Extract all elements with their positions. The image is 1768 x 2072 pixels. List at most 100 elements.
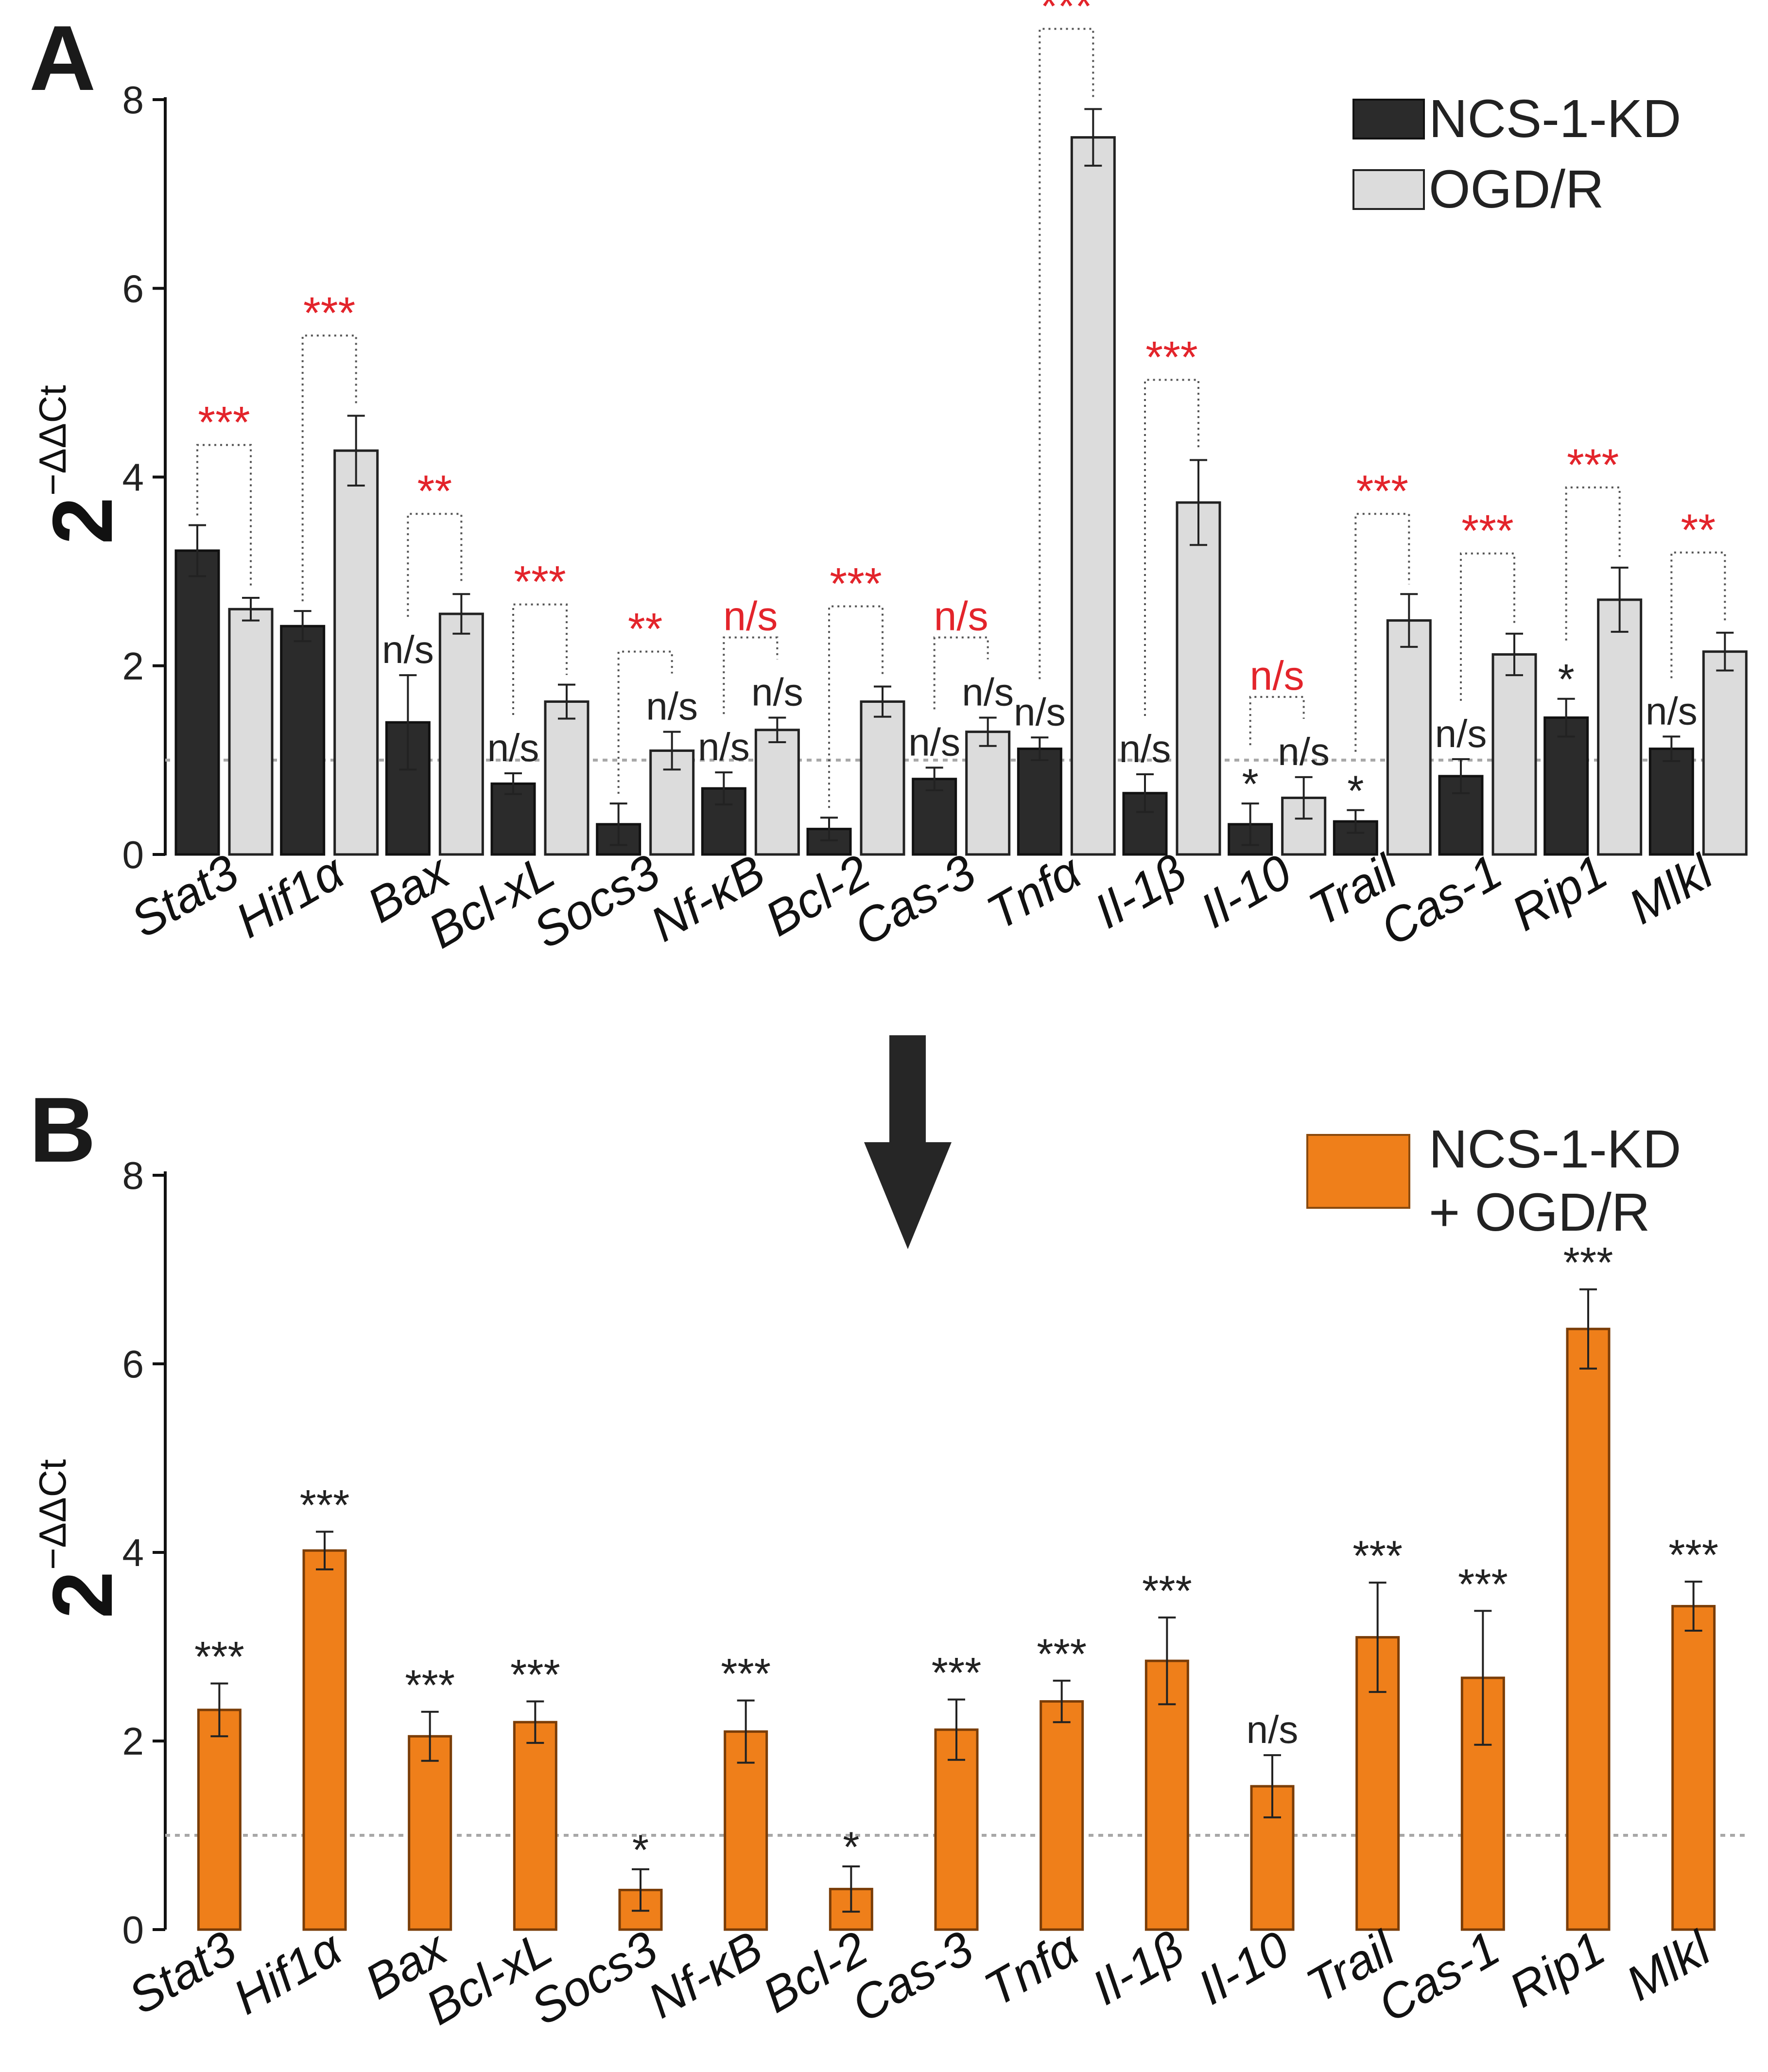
- panel-b-category-label-il-10: Il-10: [1189, 1921, 1298, 2015]
- comparison-bracket-cas-3: [933, 636, 989, 710]
- panel-a-bars: ******n/s**n/s***n/s**n/sn/sn/s***n/sn/s…: [174, 0, 1748, 856]
- ncs1-kd-significance-bcl-xl: n/s: [487, 726, 539, 769]
- ncs1-kd-bar-rip1: [1543, 716, 1589, 856]
- panel-b-category-label-il-1: Il-1β: [1083, 1921, 1193, 2016]
- comparison-bracket-trail: [1354, 513, 1410, 752]
- panel-a-y-tick-label: 6: [122, 267, 144, 310]
- panel-a-label: A: [29, 7, 96, 110]
- ncs1-kd-ogdr-significance-socs3: *: [632, 1826, 649, 1874]
- ncs1-kd-ogdr-significance-tnf: ***: [1037, 1630, 1087, 1678]
- ncs1-kd-significance-bax: n/s: [382, 628, 434, 671]
- ncs1-kd-ogdr-bar-bcl-xl: [513, 1721, 557, 1931]
- comparison-significance-bcl-2: ***: [830, 559, 882, 609]
- ogdr-bar-bcl-xl: [544, 700, 589, 856]
- ncs1-kd-ogdr-bar-rip1: [1566, 1327, 1611, 1931]
- legend-label-ncs1-kd-line1: NCS-1-KD: [1429, 1119, 1681, 1179]
- comparison-significance-tnf: ***: [1040, 0, 1092, 31]
- panel-b-label: B: [29, 1079, 96, 1182]
- panel-b-y-tick-label: 0: [122, 1908, 144, 1951]
- ncs1-kd-ogdr-significance-bcl-xl: ***: [510, 1651, 560, 1699]
- down-arrow-icon: [864, 1035, 952, 1249]
- ncs1-kd-ogdr-significance-nf-b: ***: [721, 1650, 771, 1698]
- panel-b-category-label-tnf: Tnfα: [975, 1920, 1089, 2017]
- ncs1-kd-ogdr-bar-il-1: [1144, 1659, 1189, 1931]
- ncs1-kd-ogdr-significance-bax: ***: [405, 1661, 455, 1709]
- ncs1-kd-ogdr-bar-bax: [408, 1735, 452, 1931]
- panel-a-category-label-cas-3: Cas-3: [845, 844, 985, 956]
- ncs1-kd-significance-cas-3: n/s: [908, 720, 960, 764]
- comparison-bracket-bcl-xl: [512, 603, 568, 715]
- panel-b-category-label-cas-1: Cas-1: [1369, 1921, 1508, 2033]
- panel-b-category-label-hif1: Hif1α: [225, 1920, 352, 2025]
- comparison-significance-mlkl: **: [1681, 505, 1716, 555]
- ncs1-kd-ogdr-significance-stat3: ***: [194, 1633, 244, 1681]
- ogdr-bar-stat3: [228, 608, 274, 856]
- panel-a-y-tick-label: 8: [122, 78, 144, 122]
- comparison-significance-bax: **: [417, 467, 452, 516]
- ncs1-kd-ogdr-bar-nf-b: [724, 1730, 768, 1931]
- comparison-significance-il-10: n/s: [1250, 653, 1304, 698]
- ogdr-bar-mlkl: [1702, 650, 1748, 856]
- comparison-bracket-bax: [407, 513, 463, 617]
- ogdr-bar-rip1: [1597, 598, 1643, 856]
- ogdr-bar-nf-b: [754, 729, 800, 856]
- ncs1-kd-significance-rip1: *: [1558, 655, 1575, 703]
- comparison-significance-cas-1: ***: [1461, 506, 1513, 556]
- ncs1-kd-ogdr-significance-rip1: ***: [1563, 1238, 1613, 1287]
- panel-b-y-label: 2 −ΔΔCt: [31, 1459, 130, 1619]
- panel-a-category-label-tnf: Tnfα: [978, 844, 1091, 940]
- panel-a-legend: NCS-1-KD OGD/R: [1352, 89, 1681, 219]
- ncs1-kd-bar-mlkl: [1648, 748, 1694, 856]
- ncs1-kd-ogdr-bar-mlkl: [1671, 1605, 1716, 1931]
- comparison-significance-stat3: ***: [198, 398, 250, 448]
- panel-b-y-tick-label: 6: [122, 1342, 144, 1386]
- panel-b-legend: NCS-1-KD + OGD/R: [1306, 1119, 1681, 1242]
- comparison-bracket-tnf: [1039, 28, 1094, 679]
- ogdr-bar-bax: [438, 612, 484, 856]
- comparison-significance-cas-3: n/s: [934, 593, 988, 639]
- ogdr-bar-cas-1: [1491, 653, 1537, 856]
- ncs1-kd-ogdr-bar-hif1: [302, 1549, 347, 1931]
- ncs1-kd-significance-tnf: n/s: [1014, 690, 1066, 733]
- ncs1-kd-bar-cas-3: [912, 778, 957, 856]
- panel-a-y-tick-label: 4: [122, 456, 144, 499]
- ncs1-kd-ogdr-bar-stat3: [197, 1708, 242, 1931]
- ncs1-kd-ogdr-significance-bcl-2: *: [843, 1823, 859, 1871]
- legend-label-ncs1-kd: NCS-1-KD: [1429, 89, 1681, 149]
- panel-b-y-ticks: 0 2 4 6 8: [122, 1154, 165, 1951]
- ncs1-kd-ogdr-bar-cas-3: [934, 1728, 979, 1931]
- comparison-bracket-il-10: [1249, 696, 1305, 746]
- ogdr-significance-socs3: n/s: [646, 685, 698, 728]
- comparison-significance-socs3: **: [628, 605, 663, 654]
- panel-a-y-tick-label: 0: [122, 833, 144, 876]
- comparison-significance-trail: ***: [1356, 467, 1408, 516]
- ogdr-bar-tnf: [1070, 136, 1116, 856]
- legend-label-ogdr: OGD/R: [1429, 159, 1604, 219]
- ncs1-kd-bar-bcl-xl: [490, 782, 536, 856]
- panel-b-y-label-exponent: −ΔΔCt: [31, 1459, 74, 1570]
- panel-a-category-label-cas-1: Cas-1: [1371, 844, 1511, 956]
- ncs1-kd-ogdr-bar-tnf: [1040, 1700, 1084, 1931]
- ncs1-kd-bar-stat3: [174, 549, 220, 856]
- panel-a-category-label-mlkl: Mlkl: [1620, 844, 1723, 935]
- panel-a-y-tick-label: 2: [122, 644, 144, 688]
- panel-a-category-label-nf-b: Nf-κB: [641, 844, 774, 952]
- ogdr-significance-nf-b: n/s: [751, 671, 803, 714]
- panel-a-y-ticks: 0 2 4 6 8: [122, 78, 165, 876]
- comparison-significance-rip1: ***: [1567, 440, 1619, 490]
- ogdr-bar-cas-3: [965, 731, 1011, 856]
- panel-a-category-label-il-1: Il-1β: [1086, 844, 1196, 939]
- comparison-bracket-bcl-2: [828, 605, 884, 808]
- comparison-significance-nf-b: n/s: [723, 593, 778, 639]
- panel-b-y-tick-label: 4: [122, 1531, 144, 1574]
- panel-b-category-label-mlkl: Mlkl: [1617, 1920, 1720, 2011]
- panel-a-category-label-hif1: Hif1α: [227, 844, 354, 949]
- ncs1-kd-significance-il-10: *: [1242, 760, 1259, 808]
- ogdr-significance-il-10: n/s: [1278, 730, 1330, 773]
- ncs1-kd-significance-mlkl: n/s: [1646, 689, 1698, 732]
- panel-b-y-tick-label: 8: [122, 1154, 144, 1197]
